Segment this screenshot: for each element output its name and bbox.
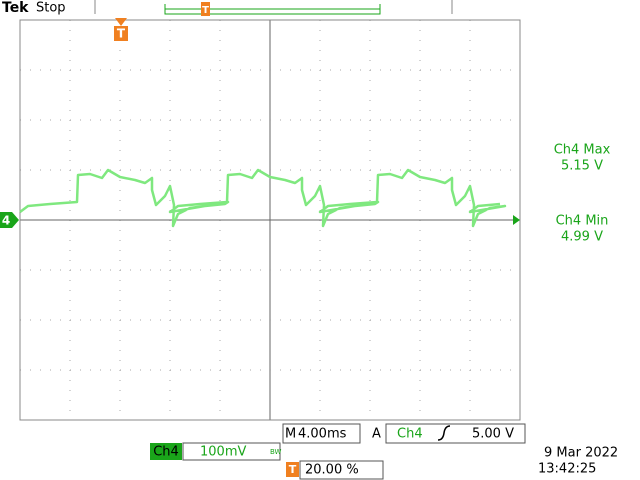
graticule xyxy=(20,20,520,420)
channel-name: Ch4 xyxy=(153,445,179,460)
trigger-arrow xyxy=(115,18,127,26)
scale-box xyxy=(182,442,281,461)
measurement-value: 4.99 V xyxy=(561,230,603,245)
acquisition-status: Stop xyxy=(36,1,66,16)
brand: Tek xyxy=(2,0,29,16)
timebase-box xyxy=(282,423,361,444)
trigger-top-label: T xyxy=(202,5,209,16)
channel-badge xyxy=(150,443,182,460)
trigger-mode: A xyxy=(372,427,381,442)
trigger-position-marker xyxy=(201,2,210,16)
trigger-box xyxy=(385,423,526,444)
bandwidth-indicator: BW xyxy=(270,448,282,456)
measurement-value: 5.15 V xyxy=(561,159,603,174)
channel-marker xyxy=(0,212,19,228)
trigger-icon xyxy=(286,462,299,477)
trigger-position-box xyxy=(299,460,384,480)
timebase-prefix: M xyxy=(285,427,296,442)
channel-scale: 100mV xyxy=(200,445,246,460)
trigger-source: Ch4 xyxy=(397,427,423,442)
record-bracket xyxy=(164,4,381,15)
trigger-marker-label: T xyxy=(117,27,126,41)
level-marker xyxy=(513,215,520,225)
measurement-label: Ch4 Min xyxy=(556,214,609,229)
measurement-label: Ch4 Max xyxy=(554,143,611,158)
waveform xyxy=(19,168,507,228)
time: 13:42:25 xyxy=(538,462,596,477)
channel-marker-label: 4 xyxy=(2,214,10,228)
slope-icon xyxy=(437,425,451,441)
timebase-value: 4.00ms xyxy=(298,427,347,442)
trigger-icon-label: T xyxy=(289,463,297,476)
trigger-marker xyxy=(114,26,128,41)
trigger-level: 5.00 V xyxy=(472,427,514,442)
trigger-position: 20.00 % xyxy=(305,463,359,478)
date: 9 Mar 2022 xyxy=(544,446,618,461)
